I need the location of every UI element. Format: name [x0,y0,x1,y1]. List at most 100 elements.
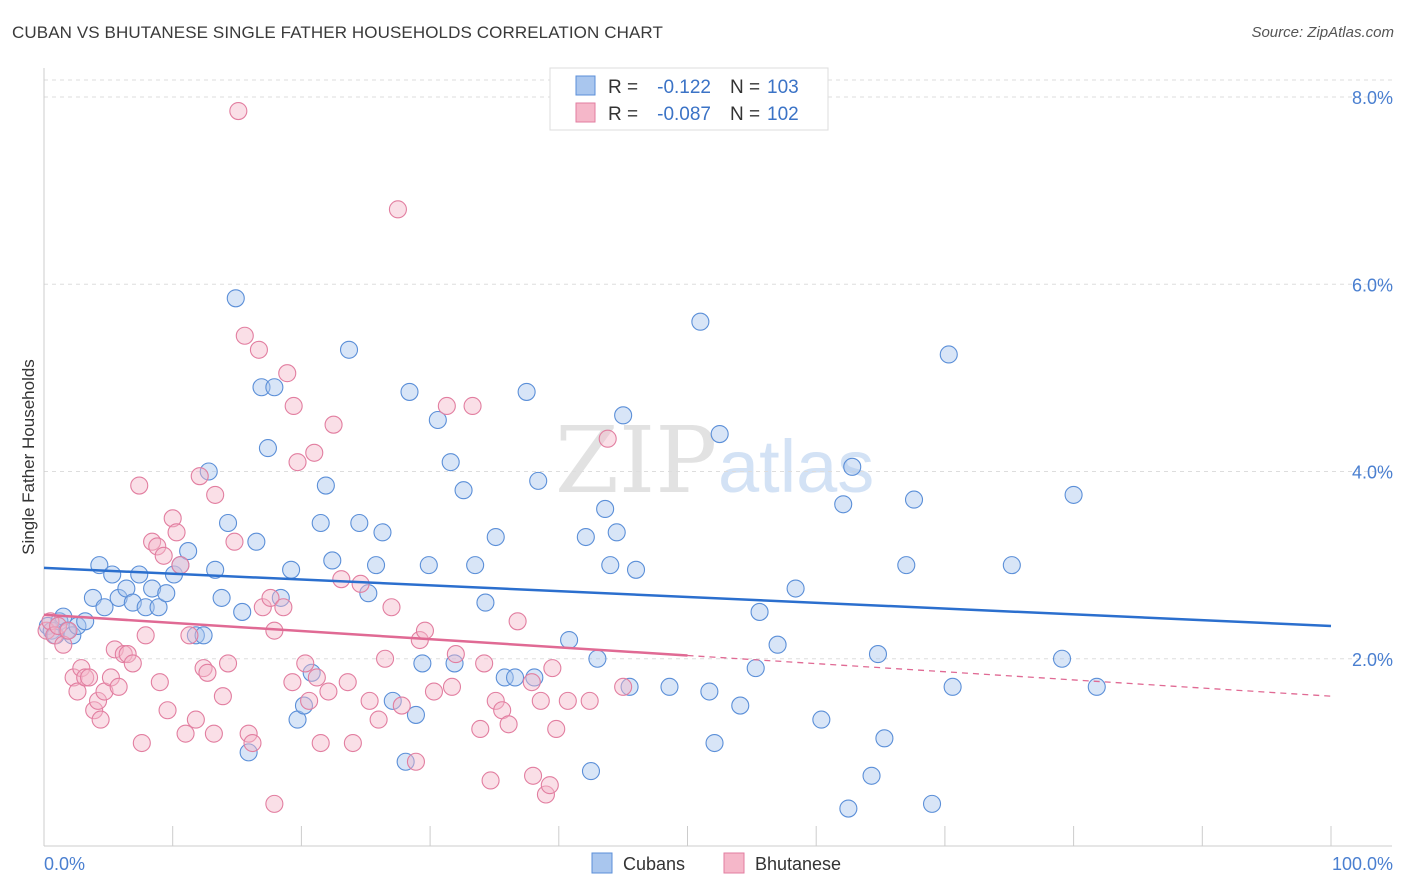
cubans-point [136,598,155,617]
bhutanese-point [186,710,205,729]
bhutanese-point [343,733,362,753]
bottom-legend-label-bhutanese: Bhutanese [755,854,841,874]
cubans-point [750,602,769,621]
bhutanese-point [123,654,142,673]
cubans-point [660,677,679,696]
cubans-point [1002,556,1021,575]
bhutanese-point [249,340,268,359]
bhutanese-point [171,556,190,575]
cubans-point [373,523,392,542]
cubans-point [1052,649,1072,668]
cubans-point [904,490,924,509]
bhutanese-point [406,752,425,771]
bhutanese-point [198,663,217,682]
cubans-point [103,565,122,584]
bhutanese-point [442,677,462,696]
cubans-point [258,439,277,458]
y-tick-labels: 2.0% 4.0% 6.0% 8.0% [1352,88,1393,670]
bhutanese-point [148,537,167,556]
bhutanese-point [190,467,209,486]
cubans-point [868,645,888,664]
bhutanese-point [499,715,518,734]
bhutanese-point [68,682,87,701]
bhutanese-point [154,546,173,565]
legend-r-label-cubans: R = [608,77,638,98]
legend-n-value-cubans: 103 [767,77,799,98]
cubans-point [218,513,238,533]
legend-n-label-cubans: N = [730,77,760,98]
y-axis-label: Single Father Households [19,359,38,555]
trend-lines [43,566,1332,697]
bhutanese-point [614,677,633,696]
cubans-point [875,729,894,748]
cubans-point [95,598,114,617]
bhutanese-point [283,673,302,692]
bhutanese-point [481,771,500,790]
bhutanese-point [446,645,465,664]
legend-box: R = -0.122 N = 103 R = -0.087 N = 102 [549,67,829,131]
bhutanese-point [300,691,319,710]
cubans-point [311,513,330,533]
bhutanese-point [167,523,186,542]
bhutanese-point [274,598,293,617]
cubans-point [400,382,419,401]
cubans-point [226,289,245,308]
legend-n-value-bhutanese: 102 [767,104,799,125]
bhutanese-point [415,621,435,640]
source-credit: Source: ZipAtlas.com [1251,24,1394,41]
bhutanese-point [136,626,155,645]
bhutanese-point [204,724,223,743]
cubans-points [38,289,1106,818]
x-tick-label-max: 100.0% [1332,854,1393,874]
bhutanese-point [547,719,566,739]
bhutanese-point [261,588,280,607]
bhutanese-point [580,691,599,710]
bhutanese-point [351,574,370,593]
bhutanese-point [101,668,120,687]
cubans-point [466,556,485,575]
bhutanese-point [508,612,527,631]
cubans-point [383,691,402,710]
cubans-point [476,593,495,612]
bhutanese-point [89,691,108,710]
bhutanese-point [296,654,315,673]
bhutanese-point [76,668,95,687]
cubans-point [252,378,271,397]
cubans-point [768,635,787,654]
cubans-point [1064,485,1083,504]
cubans-point [265,378,284,397]
cubans-point [922,794,942,813]
bottom-legend: Cubans Bhutanese [591,852,841,874]
bhutanese-point [243,733,262,753]
cubans-point [691,312,710,331]
chart-title: CUBAN VS BHUTANESE SINGLE FATHER HOUSEHO… [12,23,663,42]
legend-swatch-cubans [575,75,596,96]
cubans-point [396,752,415,771]
cubans-point [839,799,858,818]
cubans-point [495,668,514,687]
bhutanese-point [522,673,541,692]
cubans-point [943,677,962,696]
cubans-point [445,654,464,673]
y-tick-label: 8.0% [1352,88,1393,108]
bhutanese-point [130,476,149,495]
cubans-point [834,495,853,514]
cubans-trend-line [43,566,1332,628]
cubans-point [607,523,626,542]
bottom-legend-swatch-cubans [591,852,613,874]
cubans-point [576,527,595,547]
cubans-point [705,733,724,753]
y-tick-label: 4.0% [1352,463,1393,483]
cubans-point [157,584,176,603]
bhutanese-point [213,687,232,706]
cubans-point [588,649,607,668]
bhutanese-point [132,733,151,753]
bhutanese-trend-line [43,613,688,657]
bhutanese-trend-line-extrapolated [687,654,1332,697]
y-tick-label: 6.0% [1352,275,1393,295]
legend-r-value-cubans: -0.122 [657,77,711,98]
cubans-point [109,588,128,607]
bhutanese-point [91,710,110,729]
cubans-point [517,382,536,401]
